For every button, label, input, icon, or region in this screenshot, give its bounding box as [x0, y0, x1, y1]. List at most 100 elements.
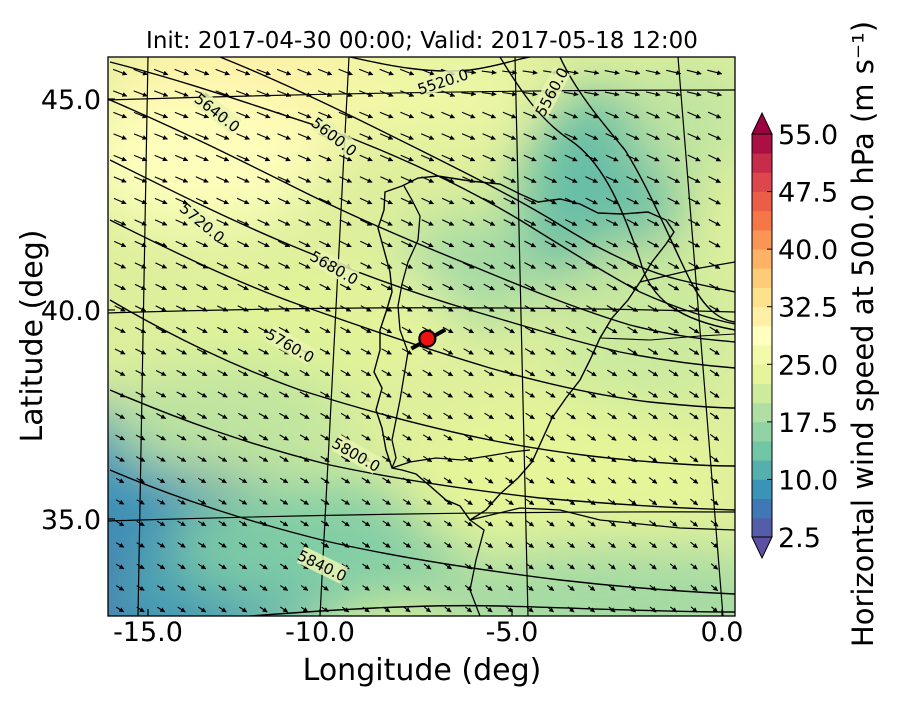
- wind-arrow: [485, 563, 493, 570]
- wind-arrow: [546, 455, 556, 463]
- wind-arrow: [175, 197, 188, 205]
- wind-arrow: [442, 326, 454, 334]
- colorbar-tick-label: 10.0: [778, 465, 838, 496]
- colorbar-tick-label: 2.5: [778, 523, 821, 554]
- wind-arrow: [709, 369, 720, 377]
- wind-arrow: [379, 133, 394, 140]
- wind-arrow: [175, 262, 188, 269]
- wind-arrow: [400, 133, 414, 140]
- wind-arrow: [113, 240, 127, 248]
- wind-arrow: [526, 563, 534, 570]
- wind-arrow: [277, 154, 291, 162]
- wind-arrow: [257, 283, 270, 291]
- wind-arrow: [423, 585, 432, 591]
- wind-arrow: [607, 369, 618, 377]
- wind-arrow: [236, 219, 250, 226]
- wind-arrow: [339, 283, 352, 291]
- wind-arrow: [382, 455, 392, 463]
- wind-arrow: [666, 133, 681, 140]
- wind-arrow: [442, 369, 454, 377]
- wind-arrow: [319, 305, 331, 312]
- wind-arrow: [420, 133, 435, 140]
- wind-arrow: [649, 584, 657, 592]
- wind-arrow: [156, 499, 166, 505]
- wind-arrow: [176, 369, 187, 377]
- wind-arrow: [279, 585, 289, 591]
- wind-arrow: [215, 90, 230, 97]
- wind-arrow: [689, 498, 699, 506]
- wind-arrow: [136, 606, 145, 613]
- wind-arrow: [320, 391, 331, 398]
- wind-arrow: [238, 412, 249, 420]
- wind-arrow: [175, 219, 188, 226]
- wind-arrow: [177, 606, 186, 613]
- wind-arrow: [482, 133, 496, 140]
- wind-arrow: [461, 111, 476, 119]
- wind-arrow: [441, 219, 455, 226]
- wind-arrow: [115, 477, 125, 484]
- wind-arrow: [422, 305, 434, 312]
- wind-arrow: [523, 176, 537, 183]
- wind-arrow: [380, 283, 393, 291]
- wind-arrow: [299, 391, 310, 398]
- colorbar-tick-label: 17.5: [778, 408, 838, 439]
- colorbar-bin: [752, 402, 772, 423]
- wind-arrow: [647, 283, 659, 291]
- wind-arrow: [645, 91, 661, 97]
- wind-arrow: [197, 542, 207, 548]
- wind-arrow: [155, 305, 167, 312]
- wind-arrow: [216, 262, 229, 269]
- wind-arrow: [667, 219, 680, 226]
- wind-arrow: [464, 585, 473, 591]
- wind-arrow: [238, 542, 248, 548]
- wind-arrow: [218, 563, 227, 570]
- wind-arrow: [563, 91, 579, 97]
- wind-arrow: [547, 606, 554, 613]
- wind-arrow: [382, 498, 391, 506]
- wind-arrow: [155, 348, 167, 355]
- wind-arrow: [442, 240, 455, 248]
- wind-arrow: [524, 305, 536, 312]
- wind-arrow: [585, 219, 598, 226]
- wind-arrow: [317, 68, 333, 76]
- wind-arrow: [196, 240, 209, 248]
- wind-arrow: [196, 283, 208, 291]
- wind-arrow: [648, 412, 658, 420]
- wind-arrow: [218, 477, 227, 484]
- wind-arrow: [175, 283, 188, 291]
- wind-arrow: [544, 176, 558, 183]
- wind-arrow: [318, 154, 332, 162]
- wind-arrow: [196, 262, 209, 269]
- wind-arrow: [136, 499, 145, 505]
- wind-arrow: [258, 326, 270, 334]
- wind-arrow: [710, 584, 719, 592]
- wind-arrow: [484, 477, 494, 484]
- wind-arrow: [587, 477, 596, 484]
- wind-arrow: [403, 563, 411, 570]
- wind-arrow: [176, 434, 187, 441]
- wind-arrow: [668, 305, 680, 312]
- wind-arrow: [710, 541, 719, 549]
- wind-arrow: [563, 70, 579, 75]
- wind-arrow: [257, 240, 270, 248]
- wind-arrow: [546, 563, 555, 570]
- wind-arrow: [175, 176, 189, 183]
- wind-arrow: [236, 176, 250, 183]
- wind-arrow: [341, 542, 350, 548]
- wind-arrow: [298, 262, 311, 269]
- wind-arrow: [156, 585, 166, 591]
- x-axis-ticks: -15.0 -10.0 -5.0 0.0: [113, 609, 743, 648]
- wind-arrow: [444, 606, 452, 613]
- wind-arrow: [647, 348, 659, 355]
- wind-arrow: [707, 69, 723, 76]
- wind-arrow: [544, 219, 557, 226]
- wind-arrow: [197, 520, 207, 527]
- wind-arrow: [279, 477, 289, 484]
- wind-arrow: [504, 348, 515, 355]
- wind-arrow: [546, 584, 555, 592]
- wind-arrow: [463, 326, 475, 334]
- wind-arrow: [709, 326, 720, 334]
- wind-arrow: [361, 498, 371, 506]
- wind-arrow: [299, 326, 311, 334]
